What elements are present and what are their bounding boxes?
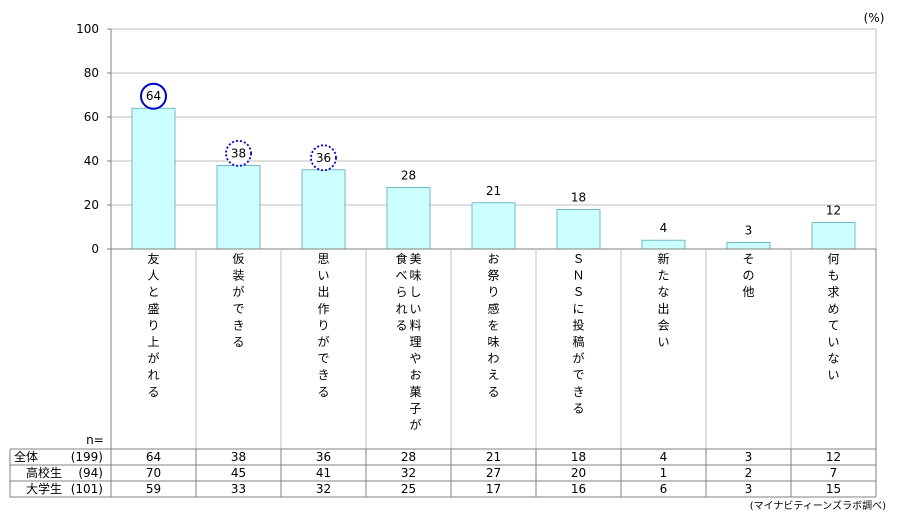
data-label: 12 xyxy=(826,204,841,218)
table-cell: 15 xyxy=(826,482,841,496)
bar xyxy=(301,169,346,250)
highlight-circle xyxy=(310,144,337,172)
y-tick-label: 40 xyxy=(84,154,99,168)
data-label: 4 xyxy=(660,221,668,235)
table-cell: 2 xyxy=(745,466,753,480)
table-cell: 59 xyxy=(146,482,161,496)
bar xyxy=(216,164,261,250)
table-cell: 64 xyxy=(146,450,161,464)
table-cell: 28 xyxy=(401,450,416,464)
table-cell: 41 xyxy=(316,466,331,480)
y-tick-label: 60 xyxy=(84,110,99,124)
y-tick-label: 100 xyxy=(76,22,99,36)
category-label: 思い出作りができる xyxy=(317,252,329,399)
category-label: 何も求めていない xyxy=(827,252,839,382)
table-group-label: 大学生 xyxy=(26,481,62,496)
table-n-value: (199) xyxy=(71,450,103,464)
data-label: 3 xyxy=(745,223,753,237)
bar xyxy=(726,241,771,250)
highlight-circle xyxy=(225,139,252,167)
y-tick-label: 0 xyxy=(91,242,99,256)
category-label: ＳＮＳに投稿ができる xyxy=(572,252,584,415)
table-cell: 45 xyxy=(231,466,246,480)
y-tick-label: 20 xyxy=(84,198,99,212)
category-label: 友人と盛り上がれる xyxy=(147,252,159,399)
table-cell: 70 xyxy=(146,466,161,480)
table-cell: 20 xyxy=(571,466,586,480)
table-cell: 21 xyxy=(486,450,501,464)
category-label: その他 xyxy=(742,252,754,299)
table-cell: 36 xyxy=(316,450,331,464)
table-cell: 12 xyxy=(826,450,841,464)
bar xyxy=(811,222,856,250)
table-cell: 1 xyxy=(660,466,668,480)
data-label: 28 xyxy=(401,168,416,182)
table-group-label: 全体 xyxy=(14,449,38,464)
table-cell: 27 xyxy=(486,466,501,480)
table-cell: 25 xyxy=(401,482,416,496)
y-tick-label: 80 xyxy=(84,66,99,80)
table-cell: 16 xyxy=(571,482,586,496)
table-n-value: (101) xyxy=(71,482,103,496)
table-cell: 38 xyxy=(231,450,246,464)
source-note: (マイナビティーンズラボ調べ) xyxy=(750,499,886,512)
table-n-value: (94) xyxy=(78,466,103,480)
bars: 64 38 36 28 21 18 4 3 12 xyxy=(131,82,856,250)
table-cell: 18 xyxy=(571,450,586,464)
category-label: 新たな出会い xyxy=(657,251,669,349)
data-label: 64 xyxy=(146,89,161,103)
category-labels: 友人と盛り上がれる 仮装ができる 思い出作りができる 美味しい料理やお菓子が食べられる… xyxy=(147,251,839,432)
category-label: 美味しい料理やお菓子が xyxy=(409,252,421,432)
data-label: 21 xyxy=(486,184,501,198)
y-axis: 0 20 40 60 80 100 xyxy=(76,22,876,256)
bar xyxy=(556,208,601,250)
bar xyxy=(131,107,176,250)
bar xyxy=(386,186,431,250)
bar xyxy=(471,202,516,250)
category-label: 食べられる xyxy=(395,251,407,332)
table-cell: 4 xyxy=(660,450,668,464)
data-label: 38 xyxy=(231,146,246,160)
table-cell: 33 xyxy=(231,482,246,496)
highlight-circle xyxy=(140,82,167,110)
category-label: お祭り感を味わえる xyxy=(487,252,499,399)
table-cell: 7 xyxy=(830,466,838,480)
table-cell: 3 xyxy=(745,482,753,496)
table-cell: 17 xyxy=(486,482,501,496)
bar xyxy=(641,239,686,250)
unit-label: (%) xyxy=(864,11,885,25)
table-cell: 6 xyxy=(660,482,668,496)
data-label: 36 xyxy=(316,151,331,165)
category-label: 仮装ができる xyxy=(232,252,244,349)
table-group-label: 高校生 xyxy=(26,465,62,480)
n-header: n= xyxy=(86,433,104,447)
table-cell: 3 xyxy=(745,450,753,464)
data-label: 18 xyxy=(571,190,586,204)
table-cell: 32 xyxy=(401,466,416,480)
table-cell: 32 xyxy=(316,482,331,496)
